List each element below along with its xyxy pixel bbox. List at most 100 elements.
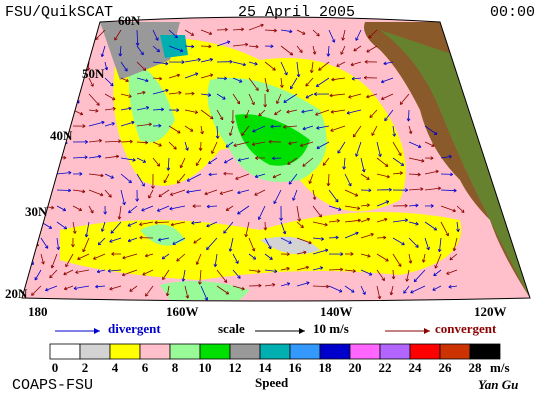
wind-vector xyxy=(408,253,412,264)
wind-vector-head xyxy=(366,176,370,180)
wind-vector xyxy=(158,189,170,198)
footer-right: Yan Gu xyxy=(478,377,518,392)
wind-vector-head xyxy=(77,256,81,261)
wind-vector xyxy=(56,205,66,211)
wind-vector-head xyxy=(29,30,33,35)
wind-vector-head xyxy=(331,77,335,82)
wind-vector xyxy=(280,221,286,235)
wind-vector xyxy=(216,109,224,121)
wind-vector-head xyxy=(237,275,241,279)
wind-vector xyxy=(152,141,162,147)
wind-vector xyxy=(348,93,362,98)
wind-vector xyxy=(40,188,50,191)
wind-vector-head xyxy=(288,181,293,185)
wind-vector-head xyxy=(206,223,210,228)
wind-vector-head xyxy=(225,207,230,211)
wind-vector xyxy=(424,221,437,231)
wind-vector-head xyxy=(237,211,241,215)
wind-vector xyxy=(328,189,339,203)
wind-vector xyxy=(162,269,170,280)
wind-vector-head xyxy=(383,235,387,240)
wind-vector xyxy=(376,253,389,262)
wind-vector-head xyxy=(287,161,291,165)
wind-vector-head xyxy=(273,200,277,205)
wind-vector xyxy=(344,205,360,209)
wind-vector xyxy=(328,220,340,223)
wind-vector-head xyxy=(45,65,49,69)
wind-vector-head xyxy=(398,263,402,267)
wind-vector xyxy=(88,155,102,159)
wind-vector-head xyxy=(142,272,146,276)
wind-vector-head xyxy=(156,163,160,167)
wind-vector-head xyxy=(452,208,456,213)
wind-vector xyxy=(392,141,402,156)
wind-vector-head xyxy=(68,188,72,193)
wind-vector-head xyxy=(300,224,304,229)
wind-vector xyxy=(49,269,58,279)
wind-vector-head xyxy=(391,276,396,280)
wind-vector xyxy=(406,269,410,282)
wind-vector xyxy=(264,221,266,231)
wind-vector xyxy=(312,267,323,271)
wind-vector xyxy=(216,285,229,295)
wind-vector-head xyxy=(110,230,115,234)
wind-vector-head xyxy=(355,37,359,41)
wind-vector xyxy=(145,253,154,257)
wind-vector xyxy=(120,107,132,111)
wind-vector xyxy=(199,269,202,285)
wind-vector xyxy=(316,141,330,149)
wind-vector-head xyxy=(209,115,214,120)
wind-vector-head xyxy=(156,208,161,212)
wind-vector-head xyxy=(309,69,314,74)
wind-vector xyxy=(248,24,264,31)
wind-vector-head xyxy=(124,68,128,72)
wind-vector-head xyxy=(381,277,385,281)
wind-vector-head xyxy=(316,126,320,130)
wind-vector-head xyxy=(228,132,233,136)
wind-vector xyxy=(168,141,177,150)
wind-vector xyxy=(56,221,67,230)
wind-vector xyxy=(383,61,394,65)
wind-vector-head xyxy=(30,62,34,66)
wind-vector xyxy=(60,45,74,52)
wind-vector xyxy=(191,221,202,224)
wind-vector-head xyxy=(326,53,331,57)
wind-vector-head xyxy=(191,220,195,225)
wind-vector-head xyxy=(13,82,16,85)
wind-vector-head xyxy=(31,187,35,192)
wind-vector-head xyxy=(32,171,36,176)
wind-vector xyxy=(456,221,459,232)
wind-vector xyxy=(206,237,218,250)
wind-vector xyxy=(408,157,425,162)
wind-vector xyxy=(177,173,186,184)
color-swatch xyxy=(259,343,291,360)
wind-vector xyxy=(328,205,342,211)
wind-vector-head xyxy=(254,192,258,196)
wind-vector xyxy=(204,189,218,195)
wind-vector-head xyxy=(145,106,150,110)
wind-vector xyxy=(119,45,122,57)
wind-vector-head xyxy=(305,95,310,99)
wind-vector xyxy=(208,157,218,164)
wind-vector-head xyxy=(335,235,339,240)
wind-vector-head xyxy=(65,263,69,268)
colorbar-title: Speed xyxy=(255,375,289,390)
wind-vector-head xyxy=(315,83,320,87)
wind-vector xyxy=(258,205,266,220)
wind-vector xyxy=(331,77,346,81)
wind-vector-head xyxy=(44,131,49,135)
wind-vector-head xyxy=(366,49,370,53)
wind-vector xyxy=(152,61,169,65)
wind-vector-head xyxy=(98,138,102,143)
wind-vector xyxy=(296,61,300,77)
wind-vector xyxy=(449,253,458,261)
wind-vector-head xyxy=(12,65,15,68)
wind-vector-head xyxy=(255,156,259,160)
wind-vector-head xyxy=(215,135,220,139)
wind-vector xyxy=(216,125,219,139)
wind-vector-head xyxy=(364,59,368,64)
wind-vector xyxy=(283,125,298,128)
wind-vector-head xyxy=(172,241,176,245)
wind-vector xyxy=(381,77,394,83)
wind-vector xyxy=(136,107,149,111)
